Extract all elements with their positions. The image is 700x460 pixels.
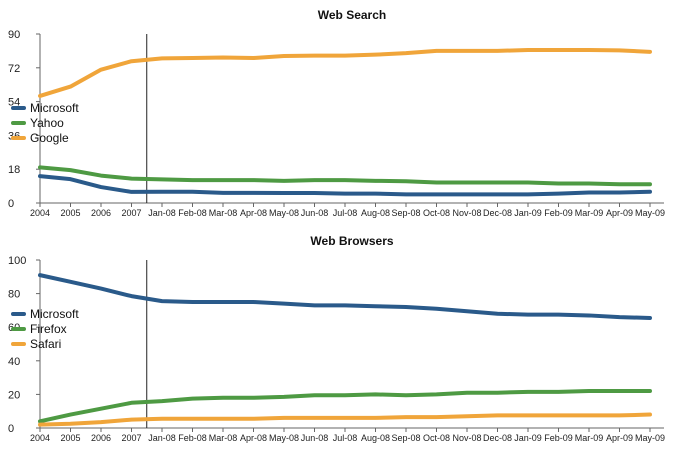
legend-label-firefox: Firefox (30, 322, 67, 336)
x-tick-label: Nov-08 (452, 208, 481, 218)
x-tick-label: May-09 (635, 208, 665, 218)
y-tick-label: 80 (8, 289, 20, 301)
y-tick-label: 90 (8, 29, 20, 41)
legend-label-microsoft: Microsoft (30, 307, 79, 321)
x-tick-label: Jan-09 (514, 433, 542, 443)
x-tick-label: Oct-08 (423, 208, 450, 218)
x-tick-label: Apr-09 (606, 433, 633, 443)
y-tick-label: 18 (8, 164, 20, 176)
y-tick-label: 0 (8, 198, 14, 210)
legend-label-microsoft: Microsoft (30, 101, 79, 115)
y-tick-label: 20 (8, 389, 20, 401)
series-line-microsoft (40, 275, 650, 318)
x-tick-label: May-08 (269, 208, 299, 218)
series-line-yahoo (40, 167, 650, 184)
chart-title: Web Search (318, 8, 386, 22)
x-tick-label: Jan-08 (148, 208, 176, 218)
web-browsers-chart: Web Browsers0204060801002004200520062007… (8, 234, 665, 443)
x-tick-label: Jul-08 (333, 208, 358, 218)
x-tick-label: Aug-08 (361, 208, 390, 218)
x-tick-label: May-09 (635, 433, 665, 443)
legend-label-google: Google (30, 131, 69, 145)
x-tick-label: 2004 (30, 208, 50, 218)
x-tick-label: Dec-08 (483, 433, 512, 443)
x-tick-label: 2007 (121, 208, 141, 218)
x-tick-label: Jul-08 (333, 433, 358, 443)
x-tick-label: 2005 (60, 433, 80, 443)
x-tick-label: Apr-08 (240, 208, 267, 218)
x-tick-label: 2007 (121, 433, 141, 443)
x-tick-label: Nov-08 (452, 433, 481, 443)
x-tick-label: Jun-08 (301, 208, 329, 218)
y-tick-label: 72 (8, 63, 20, 75)
x-tick-label: Aug-08 (361, 433, 390, 443)
x-tick-label: Jun-08 (301, 433, 329, 443)
x-tick-label: Oct-08 (423, 433, 450, 443)
x-tick-label: 2004 (30, 433, 50, 443)
x-tick-label: Sep-08 (391, 433, 420, 443)
x-tick-label: Jan-08 (148, 433, 176, 443)
x-tick-label: 2006 (91, 208, 111, 218)
y-tick-label: 100 (8, 255, 26, 267)
x-tick-label: Apr-08 (240, 433, 267, 443)
x-tick-label: 2006 (91, 433, 111, 443)
x-tick-label: Mar-08 (209, 208, 238, 218)
x-tick-label: Sep-08 (391, 208, 420, 218)
y-tick-label: 0 (8, 423, 14, 435)
legend-label-safari: Safari (30, 337, 61, 351)
x-tick-label: 2005 (60, 208, 80, 218)
series-line-google (40, 50, 650, 96)
x-tick-label: Jan-09 (514, 208, 542, 218)
x-tick-label: Apr-09 (606, 208, 633, 218)
x-tick-label: Mar-08 (209, 433, 238, 443)
y-tick-label: 40 (8, 356, 20, 368)
chart-title: Web Browsers (310, 234, 393, 248)
x-tick-label: Feb-09 (544, 433, 573, 443)
x-tick-label: Mar-09 (575, 433, 604, 443)
web-search-chart: Web Search018365472902004200520062007Jan… (8, 8, 665, 218)
x-tick-label: Feb-08 (178, 433, 207, 443)
x-tick-label: Mar-09 (575, 208, 604, 218)
x-tick-label: Dec-08 (483, 208, 512, 218)
x-tick-label: Feb-08 (178, 208, 207, 218)
x-tick-label: Feb-09 (544, 208, 573, 218)
legend-label-yahoo: Yahoo (30, 116, 64, 130)
x-tick-label: May-08 (269, 433, 299, 443)
